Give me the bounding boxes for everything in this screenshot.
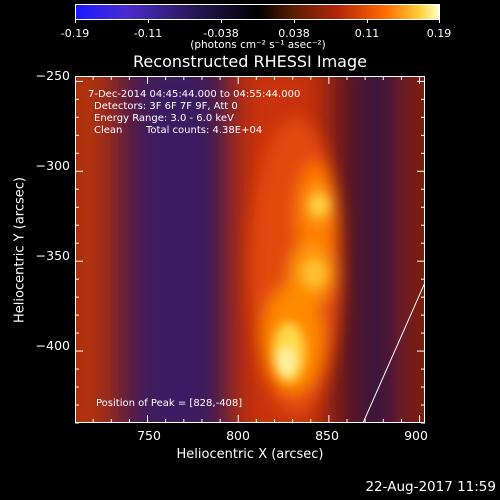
heatmap-peaks bbox=[273, 195, 327, 382]
y-tick-label: −350 bbox=[35, 248, 70, 263]
x-tick-label: 900 bbox=[404, 428, 428, 443]
x-tick-label: 850 bbox=[315, 428, 339, 443]
colorbar-units: (photons cm⁻² s⁻¹ asec⁻²) bbox=[190, 39, 326, 51]
colorbar-tick-label: 0.11 bbox=[354, 27, 380, 40]
plot-area: 7-Dec-2014 04:45:44.000 to 04:55:44.000 … bbox=[75, 76, 425, 423]
colorbar-tick bbox=[148, 19, 149, 23]
peak-annotation: Position of Peak = [828,-408] bbox=[96, 398, 243, 409]
detectors-annotation: Detectors: 3F 6F 7F 9F, Att 0 bbox=[94, 101, 238, 112]
colorbar-tick bbox=[221, 19, 222, 23]
heatmap-image bbox=[76, 77, 424, 422]
colorbar-tick-label: 0.19 bbox=[426, 27, 452, 40]
colorbar-tick-label: -0.038 bbox=[203, 27, 239, 40]
energy-annotation: Energy Range: 3.0 - 6.0 keV bbox=[94, 113, 234, 124]
colorbar-tick-label: 0.038 bbox=[278, 27, 310, 40]
chart-title: Reconstructed RHESSI Image bbox=[133, 52, 367, 71]
colorbar-tick bbox=[294, 19, 295, 23]
date-stamp: 22-Aug-2017 11:59 bbox=[365, 479, 496, 495]
x-tick-label: 800 bbox=[226, 428, 250, 443]
colorbar-tick bbox=[367, 19, 368, 23]
y-tick-label: −250 bbox=[35, 68, 70, 83]
colorbar-tick bbox=[75, 19, 76, 23]
y-tick-label: −300 bbox=[35, 158, 70, 173]
x-axis-label: Heliocentric X (arcsec) bbox=[176, 447, 324, 462]
total-counts-annotation: Total counts: 4.38E+04 bbox=[146, 125, 263, 136]
limb-line bbox=[362, 283, 424, 422]
y-tick-label: −400 bbox=[35, 338, 70, 353]
time-range-annotation: 7-Dec-2014 04:45:44.000 to 04:55:44.000 bbox=[88, 89, 301, 100]
x-tick-label: 750 bbox=[137, 428, 161, 443]
y-axis-label: Heliocentric Y (arcsec) bbox=[12, 177, 28, 323]
clean-annotation: Clean bbox=[94, 125, 123, 136]
colorbar-tick bbox=[439, 19, 440, 23]
colorbar-tick-label: -0.19 bbox=[60, 27, 90, 40]
colorbar-tick-label: -0.11 bbox=[133, 27, 163, 40]
colorbar bbox=[75, 4, 440, 20]
